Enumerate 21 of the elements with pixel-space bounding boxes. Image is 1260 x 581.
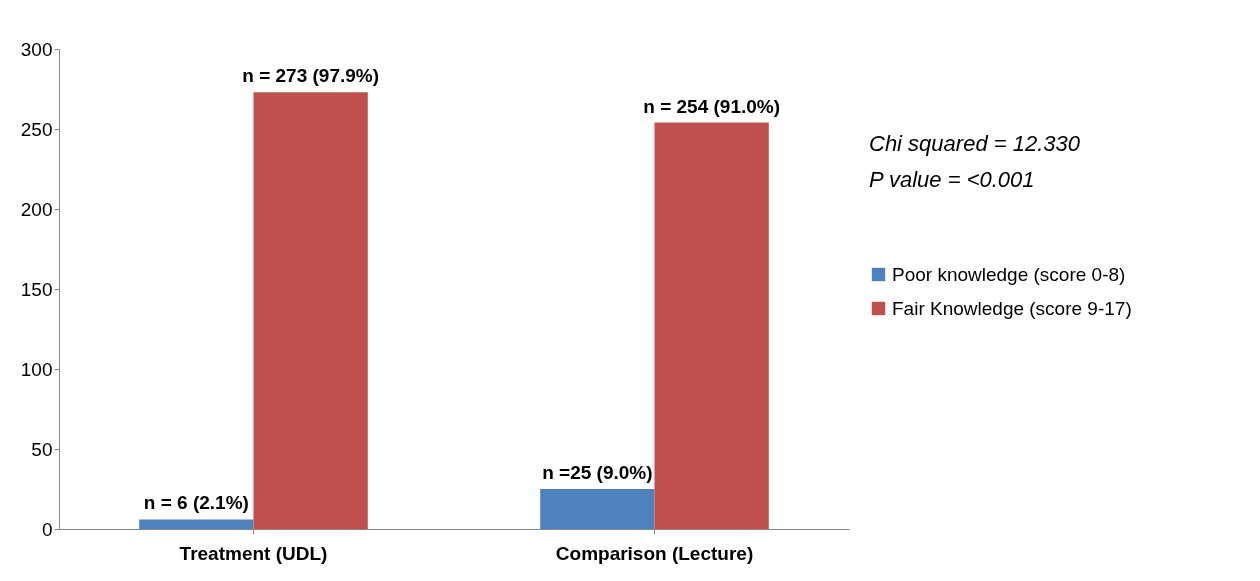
legend-label: Poor knowledge (score 0-8) <box>892 263 1126 285</box>
data-label: n =25 (9.0%) <box>542 462 653 483</box>
data-label: n = 254 (91.0%) <box>643 95 781 117</box>
data-label: n = 6 (2.1%) <box>143 492 249 514</box>
bar <box>654 122 769 529</box>
text: Chi squared = 12.330 <box>869 131 1081 156</box>
bar <box>253 92 368 529</box>
legend-label: Fair Knowledge (score 9-17) <box>892 297 1132 319</box>
text: P value = <0.001 <box>869 167 1035 192</box>
y-tick-label: 200 <box>20 198 53 220</box>
x-tick-label: Treatment (UDL) <box>179 542 328 564</box>
y-tick-label: 50 <box>31 438 53 460</box>
y-tick-label: 0 <box>41 518 53 540</box>
y-tick-label: 250 <box>20 118 53 140</box>
x-tick-label: Comparison (Lecture) <box>555 542 754 564</box>
bar <box>540 489 655 529</box>
y-tick-label: 100 <box>20 358 53 380</box>
y-tick-label: 150 <box>20 278 53 300</box>
y-tick-label: 300 <box>20 38 53 60</box>
bar <box>139 519 254 529</box>
data-label: n = 273 (97.9%) <box>242 65 380 87</box>
